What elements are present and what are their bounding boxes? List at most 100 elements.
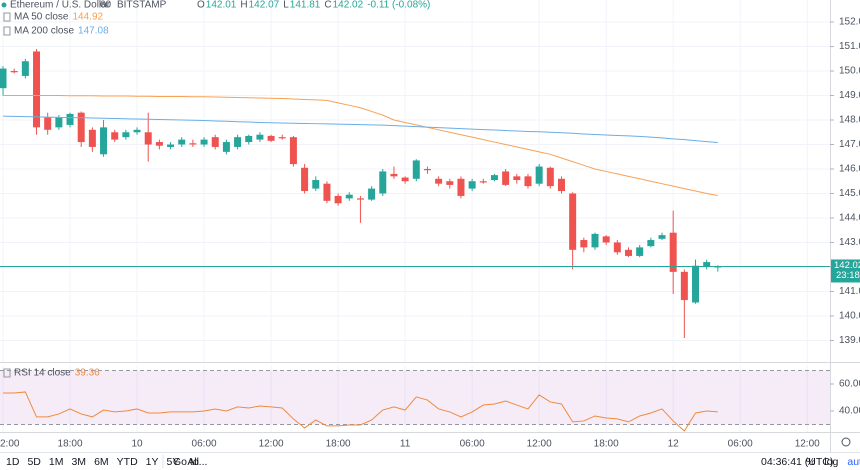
candle-body	[345, 194, 353, 199]
x-tick-label: 12:00	[795, 439, 820, 450]
candle-body	[323, 183, 331, 201]
ohlc-value: 142.01	[206, 0, 237, 11]
legend-toggle[interactable]	[3, 368, 11, 378]
x-tick-label: 12	[668, 439, 680, 450]
candle-body	[256, 134, 264, 140]
legend-value: 39.36	[75, 368, 100, 379]
symbol-title: Ethereum / U.S. Dollar	[10, 0, 111, 11]
scale-option[interactable]: auto	[847, 456, 860, 468]
candle-body	[502, 171, 510, 185]
candle-body	[591, 233, 599, 248]
x-tick-label: 12:00	[527, 439, 552, 450]
x-tick-label: 10	[131, 439, 143, 450]
candle-body	[580, 240, 588, 248]
ohlc-value: 142.07	[249, 0, 280, 11]
scale-option[interactable]: %	[806, 456, 815, 468]
candle-body	[66, 113, 74, 125]
legend-toggle[interactable]	[3, 12, 11, 22]
range-button[interactable]: 6M	[94, 456, 109, 468]
candle-body	[390, 173, 398, 177]
y-tick-label: 139.00	[839, 335, 860, 346]
candle-body	[55, 117, 63, 128]
candle-body	[267, 135, 275, 141]
candle-body	[122, 132, 130, 138]
candle-body	[211, 137, 219, 147]
candle-body	[200, 139, 208, 145]
ma-line	[3, 115, 718, 144]
candle-body	[278, 137, 286, 139]
rsi-tick-label: 60.00	[839, 379, 860, 390]
range-button[interactable]: 1D	[6, 456, 20, 468]
settings-icon[interactable]	[841, 437, 851, 447]
x-tick-label: 06:00	[728, 439, 753, 450]
candle-body	[44, 117, 52, 130]
range-button[interactable]: 5D	[27, 456, 41, 468]
candle-body	[368, 188, 376, 200]
y-tick-label: 149.00	[839, 90, 860, 101]
candle-body	[88, 129, 96, 147]
rsi-tick-label: 40.00	[839, 406, 860, 417]
x-tick-label: 18:00	[594, 439, 619, 450]
candle-body	[356, 198, 364, 200]
y-tick-label: 143.00	[839, 237, 860, 248]
candle-body	[178, 139, 186, 145]
candle-body	[535, 166, 543, 184]
candle-body	[0, 68, 7, 89]
candle-body	[167, 144, 175, 147]
range-button[interactable]: All	[187, 456, 199, 468]
status-dot	[1, 2, 7, 8]
x-tick-label: 18:00	[326, 439, 351, 450]
y-tick-label: 148.00	[839, 115, 860, 126]
candle-body	[412, 160, 420, 179]
candle-body	[680, 271, 688, 301]
clock: 04:36:41 (UTC)	[761, 456, 833, 468]
ohlc-value: 142.02	[333, 0, 364, 11]
x-tick-label: 18:00	[58, 439, 83, 450]
candle-body	[379, 171, 387, 194]
candle-body	[569, 193, 577, 250]
candle-body	[10, 71, 18, 73]
rsi-line	[3, 391, 718, 432]
candle-body	[245, 135, 253, 143]
candle-body	[423, 168, 431, 171]
x-tick-label: 11	[400, 439, 411, 450]
x-tick-label: 06:00	[192, 439, 217, 450]
candle-body	[33, 51, 41, 128]
candle-body	[636, 247, 644, 256]
y-tick-label: 146.00	[839, 164, 860, 175]
range-button[interactable]: 3M	[71, 456, 86, 468]
candle-body	[234, 137, 242, 147]
legend-value: 147.08	[78, 26, 109, 37]
candle-body	[625, 249, 633, 256]
candle-body	[557, 178, 565, 192]
legend-toggle[interactable]	[3, 26, 11, 36]
candle-body	[289, 137, 297, 165]
y-tick-label: 152.00	[839, 17, 860, 28]
candle-body	[301, 167, 309, 192]
candle-body	[312, 180, 320, 189]
scale-option[interactable]: log	[824, 456, 838, 468]
candle-body	[546, 167, 554, 187]
candle-body	[189, 143, 197, 145]
ohlc-label: O	[197, 0, 205, 11]
countdown: 23:18	[836, 270, 860, 281]
y-tick-label: 147.00	[839, 139, 860, 150]
range-button[interactable]: 5Y	[167, 456, 180, 468]
range-button[interactable]: YTD	[117, 456, 138, 468]
candle-body	[524, 176, 532, 187]
ohlc-label: H	[240, 0, 247, 11]
rsi-band	[0, 370, 830, 425]
x-tick-label: 12:00	[259, 439, 284, 450]
range-button[interactable]: 1M	[49, 456, 64, 468]
candle-body	[401, 177, 409, 182]
candle-body	[446, 181, 454, 185]
candle-body	[100, 127, 108, 155]
y-tick-label: 140.00	[839, 311, 860, 322]
range-button[interactable]: 1Y	[146, 456, 159, 468]
goto[interactable]: Go to...	[173, 456, 207, 468]
interval: 60	[100, 0, 112, 11]
ohlc-label: L	[283, 0, 289, 11]
candle-body	[490, 175, 498, 181]
y-tick-label: 150.00	[839, 66, 860, 77]
